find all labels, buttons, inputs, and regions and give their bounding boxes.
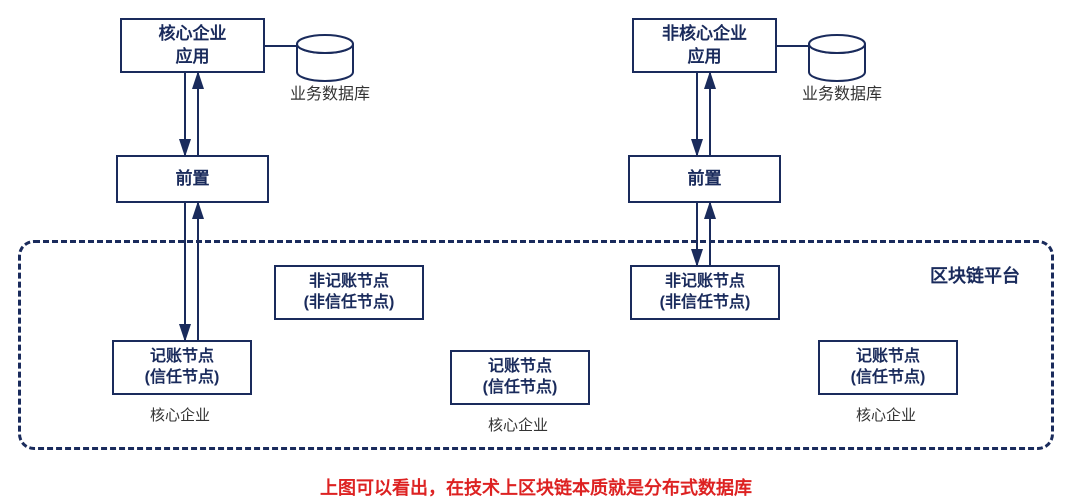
core-app-line2: 应用 xyxy=(176,47,210,66)
ledger-node-3: 记账节点 (信任节点) xyxy=(818,340,958,395)
non-ledger-left-node: 非记账节点 (非信任节点) xyxy=(274,265,424,320)
core-label-3: 核心企业 xyxy=(856,404,916,425)
front-right-node: 前置 xyxy=(628,155,781,203)
l3-line1: 记账节点 xyxy=(856,348,920,365)
core-enterprise-app-node: 核心企业应用 xyxy=(120,18,265,73)
l1-line2: (信任节点) xyxy=(145,369,220,386)
db-right-label: 业务数据库 xyxy=(802,80,882,104)
db-left-label: 业务数据库 xyxy=(290,80,370,104)
non-ledger-right-node: 非记账节点 (非信任节点) xyxy=(630,265,780,320)
nl-right-line2: (非信任节点) xyxy=(660,294,751,311)
nl-left-line1: 非记账节点 xyxy=(309,273,389,290)
front-left-node: 前置 xyxy=(116,155,269,203)
noncore-app-line1: 非核心企业 xyxy=(662,24,747,43)
nl-left-line2: (非信任节点) xyxy=(304,294,395,311)
core-label-2: 核心企业 xyxy=(488,414,548,435)
l1-line1: 记账节点 xyxy=(150,348,214,365)
ledger-node-2: 记账节点 (信任节点) xyxy=(450,350,590,405)
front-left-label: 前置 xyxy=(176,168,210,190)
l2-line1: 记账节点 xyxy=(488,358,552,375)
ledger-node-1: 记账节点 (信任节点) xyxy=(112,340,252,395)
front-right-label: 前置 xyxy=(688,168,722,190)
core-app-line1: 核心企业 xyxy=(159,24,227,43)
platform-label: 区块链平台 xyxy=(930,262,1020,288)
core-label-1: 核心企业 xyxy=(150,404,210,425)
noncore-enterprise-app-node: 非核心企业应用 xyxy=(632,18,777,73)
l3-line2: (信任节点) xyxy=(851,369,926,386)
nl-right-line1: 非记账节点 xyxy=(665,273,745,290)
caption-text: 上图可以看出，在技术上区块链本质就是分布式数据库 xyxy=(0,474,1072,500)
l2-line2: (信任节点) xyxy=(483,379,558,396)
noncore-app-line2: 应用 xyxy=(688,47,722,66)
